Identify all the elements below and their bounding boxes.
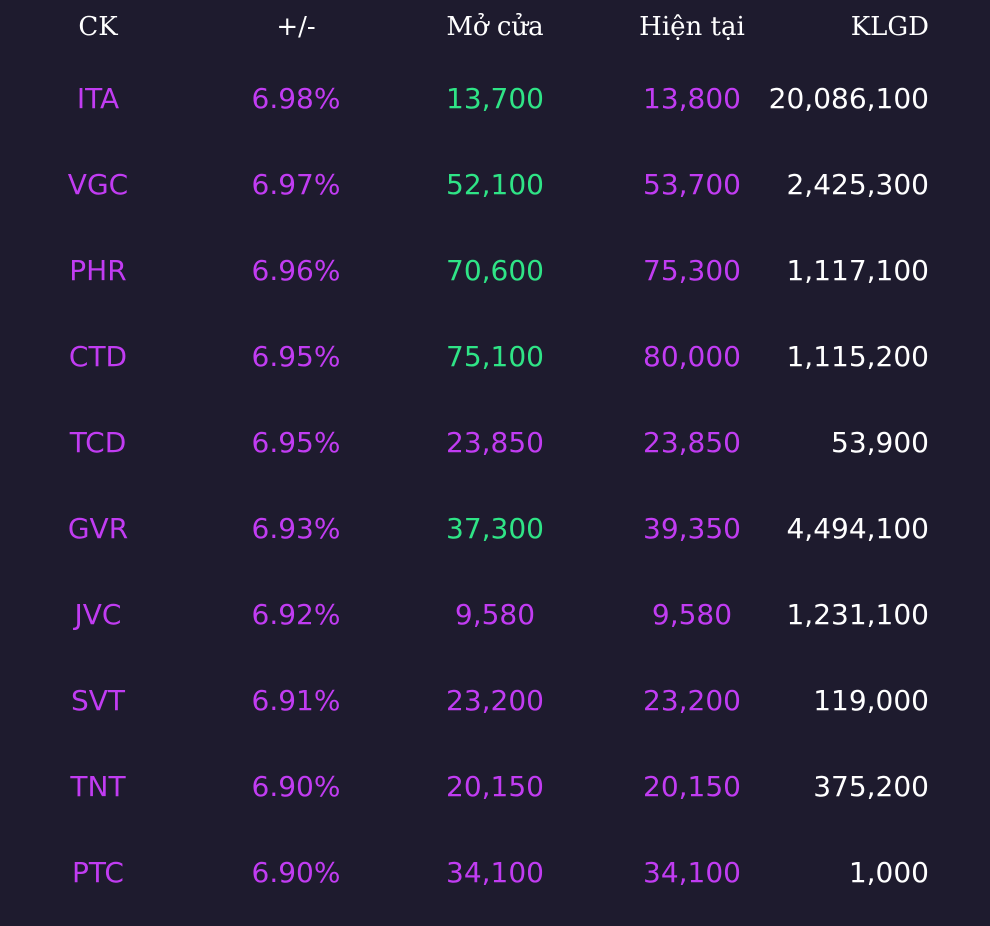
trade-volume: 2,425,300	[786, 168, 929, 201]
current-price: 75,300	[643, 254, 741, 287]
table-row[interactable]: TNT 6.90% 20,150 20,150 375,200	[0, 744, 990, 830]
header-open[interactable]: Mở cửa	[446, 12, 544, 42]
trade-volume: 4,494,100	[786, 512, 929, 545]
stock-code[interactable]: VGC	[67, 168, 129, 201]
trade-volume: 119,000	[813, 684, 929, 717]
stock-code[interactable]: GVR	[67, 512, 129, 545]
table-body: ITA 6.98% 13,700 13,800 20,086,100 VGC 6…	[0, 56, 990, 916]
open-price: 34,100	[446, 856, 544, 889]
trade-volume: 20,086,100	[768, 82, 929, 115]
current-price: 34,100	[643, 856, 741, 889]
open-price: 70,600	[446, 254, 544, 287]
open-price: 23,200	[446, 684, 544, 717]
open-price: 52,100	[446, 168, 544, 201]
current-price: 23,850	[643, 426, 741, 459]
table-row[interactable]: GVR 6.93% 37,300 39,350 4,494,100	[0, 486, 990, 572]
table-row[interactable]: JVC 6.92% 9,580 9,580 1,231,100	[0, 572, 990, 658]
current-price: 20,150	[643, 770, 741, 803]
current-price: 13,800	[643, 82, 741, 115]
current-price: 53,700	[643, 168, 741, 201]
table-row[interactable]: ITA 6.98% 13,700 13,800 20,086,100	[0, 56, 990, 142]
stock-code[interactable]: JVC	[74, 598, 122, 631]
stock-code[interactable]: PHR	[69, 254, 127, 287]
percent-change: 6.93%	[251, 512, 341, 545]
percent-change: 6.98%	[251, 82, 341, 115]
percent-change: 6.91%	[251, 684, 341, 717]
current-price: 23,200	[643, 684, 741, 717]
percent-change: 6.90%	[251, 770, 341, 803]
open-price: 9,580	[454, 598, 536, 631]
table-row[interactable]: CTD 6.95% 75,100 80,000 1,115,200	[0, 314, 990, 400]
percent-change: 6.95%	[251, 426, 341, 459]
current-price: 9,580	[651, 598, 733, 631]
stock-code[interactable]: PTC	[72, 856, 124, 889]
table-row[interactable]: PTC 6.90% 34,100 34,100 1,000	[0, 830, 990, 916]
stock-code[interactable]: TCD	[69, 426, 127, 459]
percent-change: 6.97%	[251, 168, 341, 201]
trade-volume: 1,117,100	[786, 254, 929, 287]
percent-change: 6.90%	[251, 856, 341, 889]
percent-change: 6.92%	[251, 598, 341, 631]
stock-code[interactable]: TNT	[70, 770, 126, 803]
current-price: 39,350	[643, 512, 741, 545]
percent-change: 6.95%	[251, 340, 341, 373]
open-price: 37,300	[446, 512, 544, 545]
table-header: CK +/- Mở cửa Hiện tại KLGD	[0, 0, 990, 56]
stock-code[interactable]: ITA	[76, 82, 120, 115]
percent-change: 6.96%	[251, 254, 341, 287]
table-row[interactable]: VGC 6.97% 52,100 53,700 2,425,300	[0, 142, 990, 228]
header-ck[interactable]: CK	[78, 12, 118, 42]
current-price: 80,000	[643, 340, 741, 373]
table-row[interactable]: SVT 6.91% 23,200 23,200 119,000	[0, 658, 990, 744]
trade-volume: 1,231,100	[786, 598, 929, 631]
open-price: 75,100	[446, 340, 544, 373]
open-price: 13,700	[446, 82, 544, 115]
header-change[interactable]: +/-	[276, 12, 316, 42]
open-price: 20,150	[446, 770, 544, 803]
open-price: 23,850	[446, 426, 544, 459]
header-volume[interactable]: KLGD	[850, 12, 929, 42]
table-row[interactable]: TCD 6.95% 23,850 23,850 53,900	[0, 400, 990, 486]
trade-volume: 53,900	[831, 426, 929, 459]
trade-volume: 375,200	[813, 770, 929, 803]
trade-volume: 1,115,200	[786, 340, 929, 373]
header-current[interactable]: Hiện tại	[639, 12, 745, 42]
trade-volume: 1,000	[848, 856, 929, 889]
stock-code[interactable]: SVT	[70, 684, 126, 717]
stock-code[interactable]: CTD	[68, 340, 128, 373]
table-row[interactable]: PHR 6.96% 70,600 75,300 1,117,100	[0, 228, 990, 314]
